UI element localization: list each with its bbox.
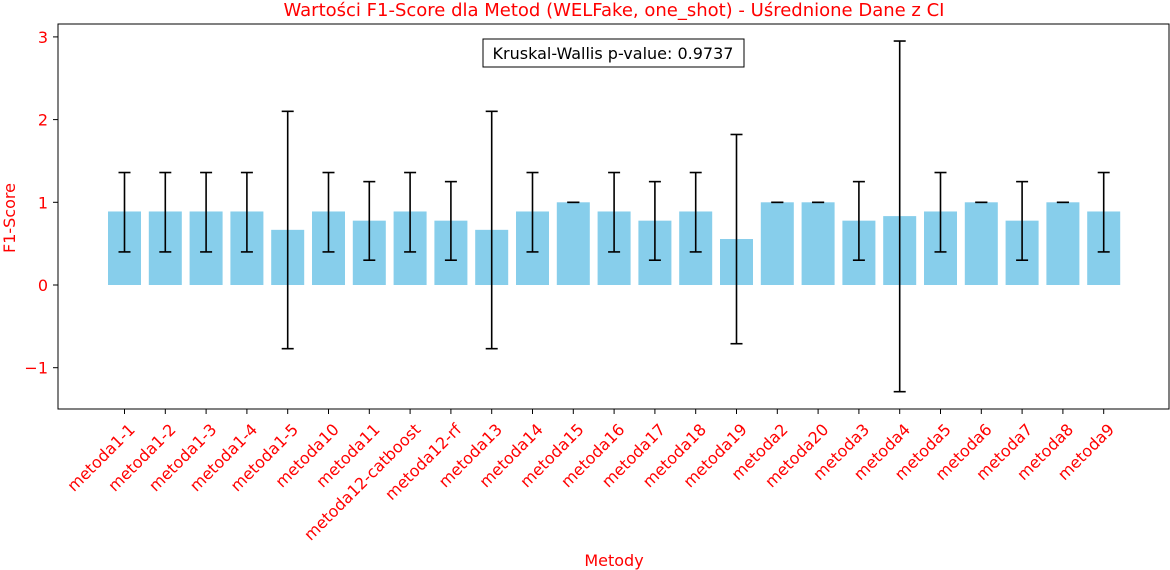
error-bar-metoda12-rf (444, 180, 457, 261)
error-bar-metoda1-2 (159, 171, 172, 253)
error-bar-metoda13 (485, 110, 498, 350)
plot-frame (57, 23, 1170, 410)
bar-metoda8 (1046, 202, 1080, 285)
error-bar-metoda5 (934, 171, 947, 253)
y-tick-label: 1 (38, 193, 48, 212)
y-axis: −1 0 1 2 3 (24, 28, 58, 378)
y-axis-label: F1-Score (0, 183, 19, 253)
error-bar-metoda18 (689, 171, 702, 253)
chart-title: Wartości F1-Score dla Metod (WELFake, on… (284, 0, 945, 21)
y-tick-label: 0 (38, 276, 48, 295)
y-tick-label: 3 (38, 28, 48, 47)
error-bar-metoda4 (893, 40, 906, 393)
bar-metoda6 (964, 202, 998, 285)
bar-metoda20 (801, 202, 835, 285)
error-bar-metoda17 (648, 180, 661, 261)
error-bar-metoda1-5 (281, 110, 294, 350)
error-bar-metoda1-1 (118, 171, 131, 253)
annotation-box: Kruskal-Wallis p-value: 0.9737 (482, 38, 745, 68)
error-bar-metoda10 (322, 171, 335, 253)
bar-metoda2 (760, 202, 794, 285)
y-tick-label: −1 (24, 359, 48, 378)
error-bar-metoda16 (608, 171, 621, 253)
error-bar-metoda1-3 (200, 171, 213, 253)
error-bar-metoda9 (1097, 171, 1110, 253)
error-bars-layer (118, 40, 1110, 393)
x-axis-label: Metody (584, 551, 643, 570)
error-bar-metoda14 (526, 171, 539, 253)
error-bar-metoda11 (363, 180, 376, 261)
error-bar-metoda7 (1016, 180, 1029, 261)
bar-metoda15 (556, 202, 590, 285)
error-bar-metoda19 (730, 133, 743, 345)
error-bar-metoda3 (852, 180, 865, 261)
error-bar-metoda12-catboost (404, 171, 417, 253)
kruskal-wallis-annotation: Kruskal-Wallis p-value: 0.9737 (493, 44, 734, 63)
y-tick-label: 2 (38, 111, 48, 130)
x-axis: metoda1-1metoda1-2metoda1-3metoda1-4meto… (63, 409, 1118, 544)
error-bar-metoda1-4 (240, 171, 253, 253)
